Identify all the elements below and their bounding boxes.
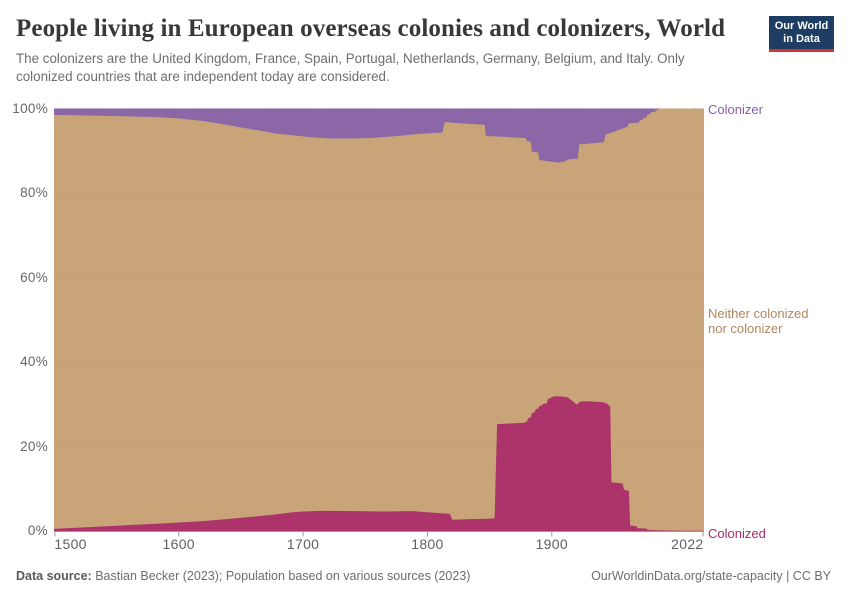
y-tick-label: 80% [20,185,48,200]
y-tick-label: 0% [27,523,48,538]
owid-logo-line2: in Data [783,32,820,45]
y-tick-label: 20% [20,438,48,454]
y-tick-label: 100% [12,100,48,116]
page-title: People living in European overseas colon… [16,15,726,42]
x-tick-label: 2022 [671,536,704,552]
x-tick-label: 1500 [54,536,87,552]
data-source-label: Data source: [16,569,92,583]
data-source-text: Bastian Becker (2023); Population based … [91,569,471,583]
x-tick-label: 1700 [286,536,320,552]
series-label-colonizer[interactable]: Colonizer [708,102,763,117]
x-tick-label: 1800 [411,536,444,552]
x-tick-label: 1900 [535,536,568,552]
area-colonized [54,396,704,531]
series-label-colonized[interactable]: Colonized [708,526,766,541]
data-source-note: Data source: Bastian Becker (2023); Popu… [16,569,470,583]
x-tick-label: 1600 [162,536,195,552]
series-label-neither[interactable]: Neither colonized nor colonizer [708,306,809,336]
chart-subtitle: The colonizers are the United Kingdom, F… [16,51,685,84]
y-tick-label: 60% [20,269,48,285]
y-tick-label: 40% [20,354,48,369]
owid-credit-link[interactable]: OurWorldinData.org/state-capacity | CC B… [591,569,831,583]
owid-logo[interactable]: Our World in Data [769,16,834,52]
owid-logo-line1: Our World [774,20,829,32]
